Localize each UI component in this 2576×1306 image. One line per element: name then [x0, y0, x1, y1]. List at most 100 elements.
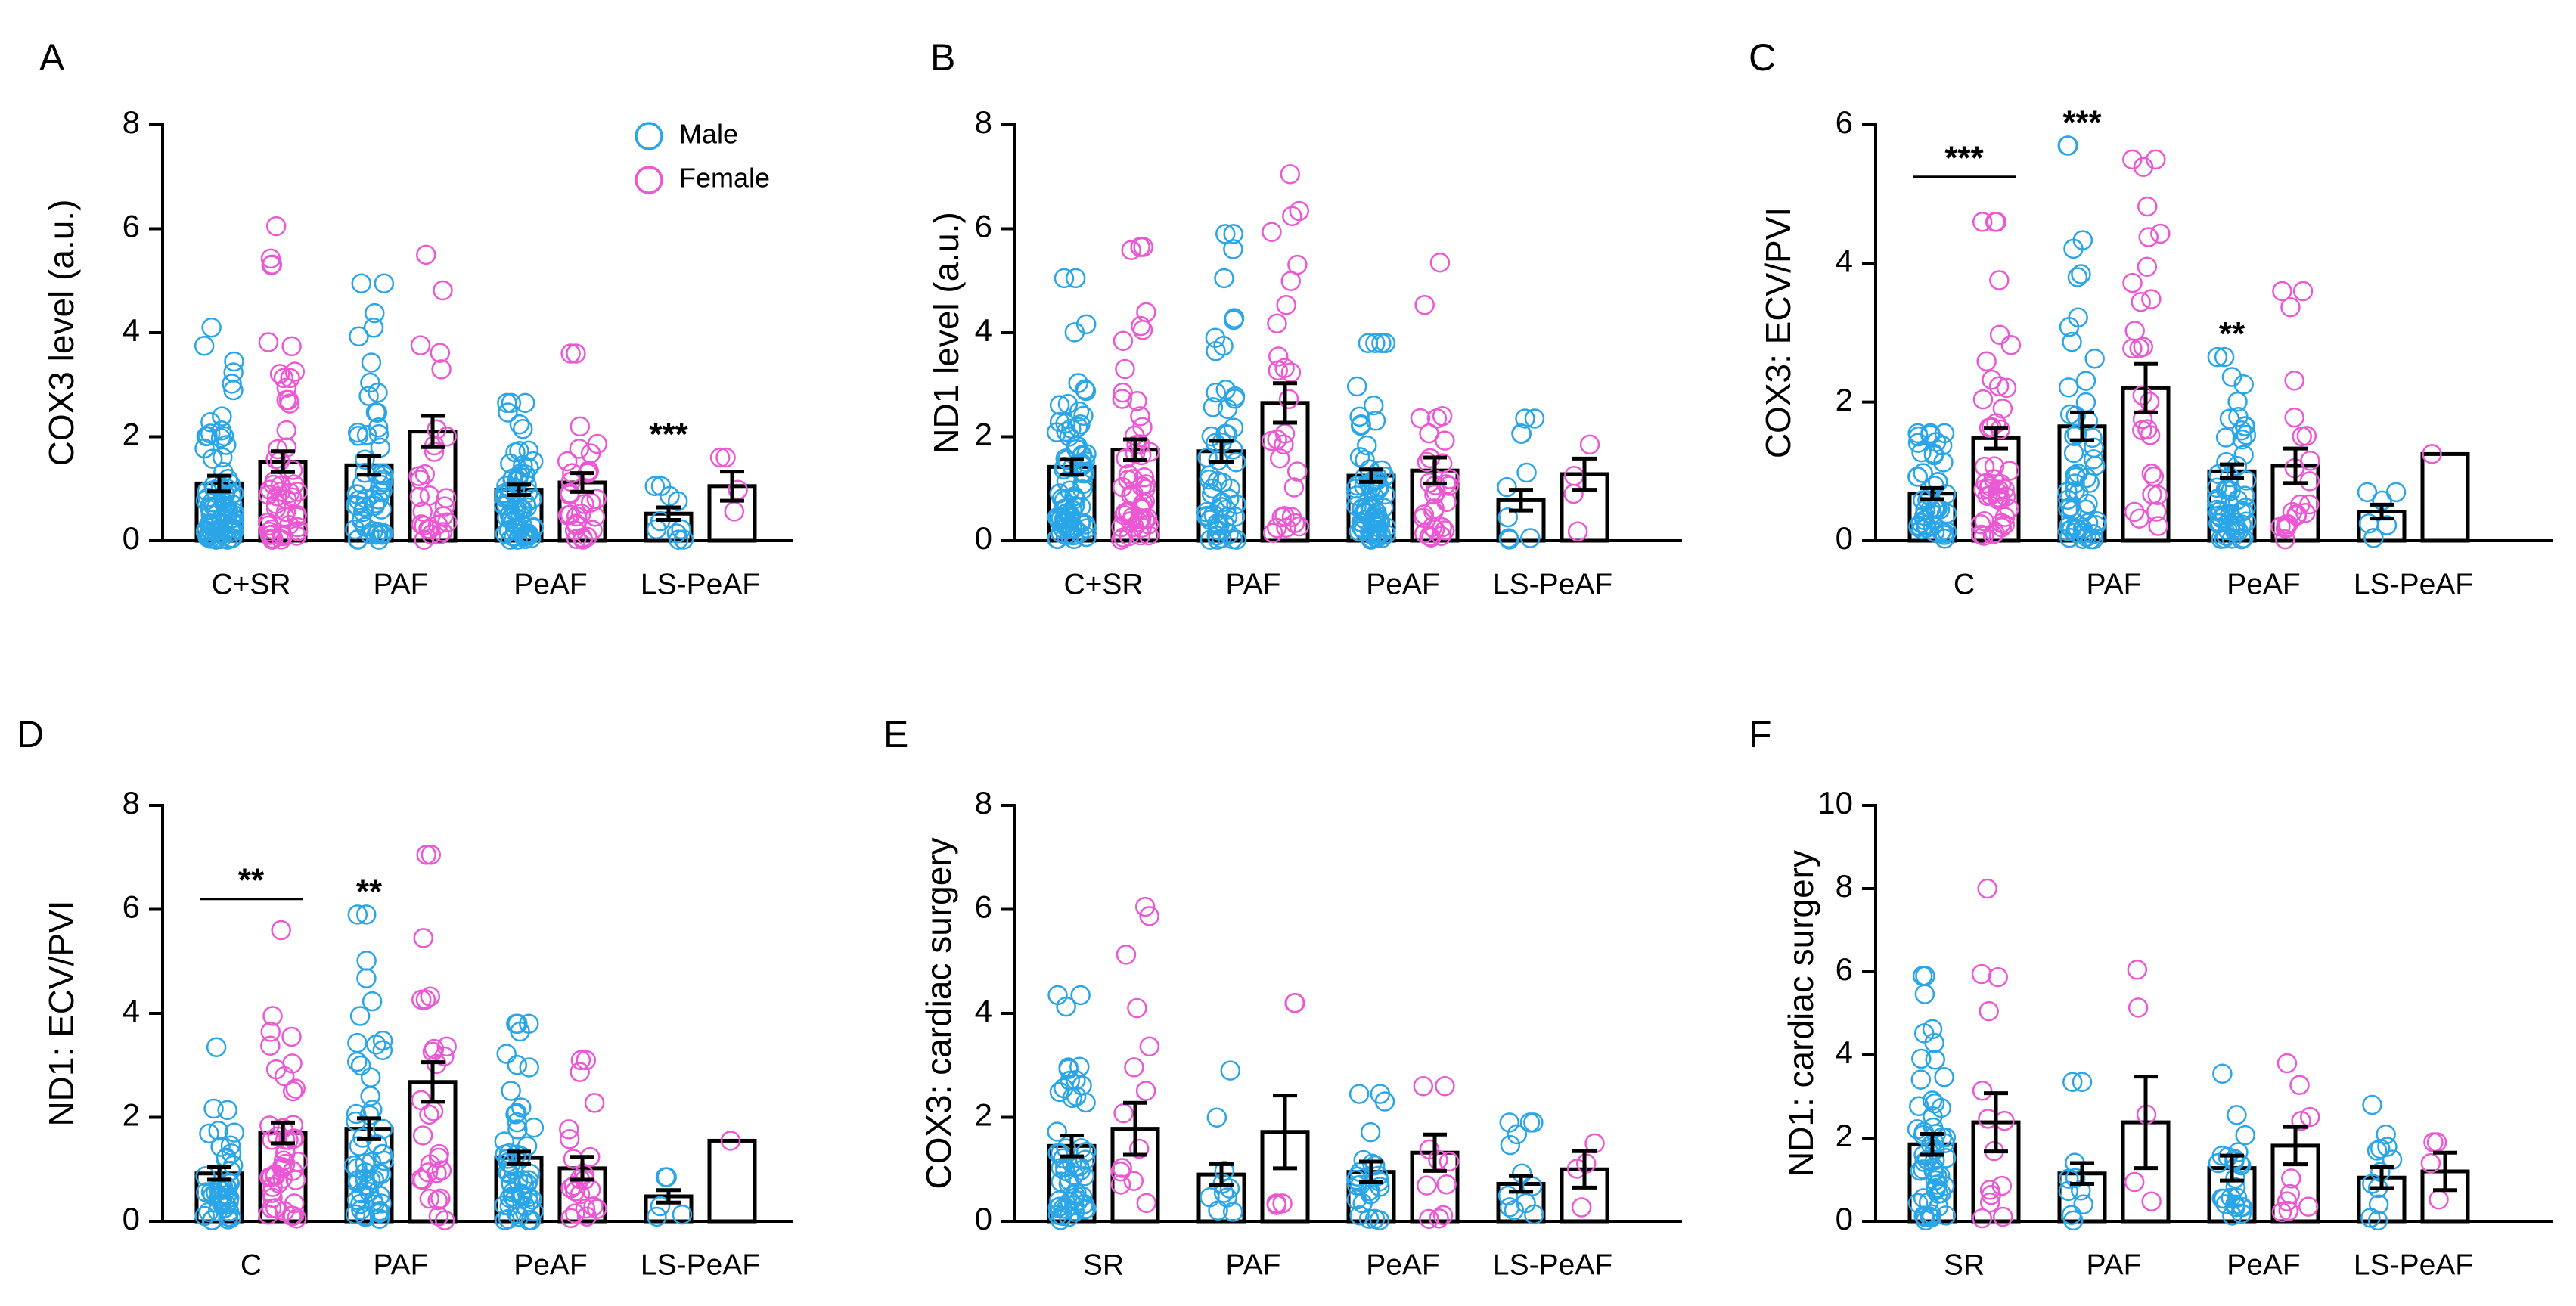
data-point-male: [511, 1097, 532, 1118]
data-point-female: [586, 489, 607, 510]
x-category-label: PAF: [1226, 1249, 1281, 1281]
data-point-female: [566, 506, 587, 527]
data-point-female: [576, 1206, 597, 1227]
y-tick-label: 4: [975, 993, 992, 1028]
data-point-female: [565, 1203, 585, 1224]
data-point-female: [271, 920, 291, 941]
data-point-male: [1222, 529, 1243, 550]
data-point-female: [434, 496, 455, 517]
data-point-female: [1990, 489, 2011, 509]
data-point-male: [349, 326, 369, 347]
data-point-female: [1132, 319, 1153, 340]
data-point-female: [559, 1128, 580, 1149]
data-point-female: [1124, 517, 1144, 538]
y-tick-label: 8: [975, 785, 992, 821]
data-point-male: [361, 352, 382, 373]
data-point-male: [1357, 435, 1377, 456]
data-point-female: [2292, 281, 2314, 302]
data-point-male: [368, 423, 390, 445]
data-point-male: [219, 1201, 240, 1222]
data-point-female: [2300, 450, 2320, 471]
data-point-male: [364, 1194, 385, 1215]
data-point-male: [1376, 523, 1396, 544]
data-point-male: [1363, 395, 1384, 416]
data-point-female: [2277, 514, 2298, 535]
data-point-female: [266, 486, 287, 507]
data-point-female: [1971, 524, 1991, 545]
panel-letter: F: [1749, 713, 1772, 755]
data-point-male: [1497, 507, 1519, 528]
data-point-female: [2299, 494, 2320, 515]
data-point-male: [360, 1067, 381, 1087]
data-point-female: [575, 1199, 596, 1219]
data-point-female: [436, 1036, 457, 1057]
data-point-male: [672, 1204, 693, 1225]
data-point-female: [276, 437, 297, 458]
data-point-female: [287, 1208, 307, 1229]
x-category-label: PeAF: [1366, 568, 1440, 600]
data-point-male: [1057, 393, 1079, 414]
data-point-female: [419, 1188, 440, 1209]
data-point-female: [431, 1160, 452, 1180]
data-point-female: [1283, 477, 1305, 498]
data-point-female: [1439, 1151, 1460, 1172]
data-point-female: [275, 1130, 296, 1150]
data-point-male: [1076, 444, 1097, 464]
data-point-male: [509, 414, 530, 435]
data-point-male: [518, 524, 539, 544]
data-point-female: [279, 393, 300, 414]
data-point-male: [1056, 421, 1076, 442]
data-point-male: [345, 1204, 366, 1225]
data-point-female: [259, 1115, 280, 1136]
data-point-male: [2376, 515, 2398, 535]
data-point-male: [355, 449, 375, 470]
data-point-male: [347, 422, 368, 443]
data-point-male: [363, 317, 384, 338]
data-point-female: [2146, 501, 2167, 522]
data-point-female: [276, 377, 297, 398]
data-point-female: [1282, 206, 1302, 227]
data-point-female: [1432, 517, 1453, 538]
data-point-female: [1266, 1193, 1286, 1214]
data-point-female: [1979, 1192, 2000, 1213]
data-point-female: [1130, 498, 1151, 520]
data-point-male: [1200, 529, 1221, 550]
data-point-male: [1504, 1200, 1525, 1221]
data-point-female: [1127, 390, 1147, 411]
data-point-female: [1999, 461, 2020, 481]
y-axis-label: COX3: cardiac surgery: [919, 837, 958, 1189]
data-point-male: [1223, 309, 1244, 330]
data-point-male: [523, 1117, 545, 1138]
data-point-male: [1935, 484, 1957, 504]
data-point-male: [1220, 1060, 1241, 1081]
y-tick-label: 6: [123, 209, 140, 244]
data-point-male: [1222, 1202, 1243, 1222]
y-tick-label: 8: [123, 785, 140, 821]
data-point-female: [1436, 1174, 1457, 1195]
data-point-female: [1974, 510, 1994, 532]
y-tick-label: 0: [1836, 520, 1853, 556]
data-point-male: [1047, 985, 1068, 1006]
data-point-female: [1992, 399, 2013, 419]
data-point-male: [220, 1135, 241, 1156]
data-point-male: [1369, 476, 1389, 497]
data-point-male: [2216, 526, 2236, 547]
data-point-female: [1280, 362, 1302, 383]
y-axis-label: ND1: ECV/PVI: [42, 900, 81, 1126]
data-point-female: [413, 928, 434, 948]
data-point-female: [2284, 407, 2304, 428]
data-point-female: [1429, 252, 1451, 273]
data-point-female: [1414, 295, 1435, 315]
data-point-female: [427, 1190, 448, 1211]
data-point-female: [276, 389, 296, 411]
data-point-male: [1913, 463, 1933, 483]
data-point-male: [194, 335, 215, 356]
data-point-male: [2208, 505, 2230, 526]
data-point-male: [1201, 426, 1222, 447]
y-axis-label: COX3 level (a.u.): [42, 200, 81, 467]
data-point-female: [1989, 270, 2010, 290]
data-point-male: [201, 1210, 222, 1230]
panel-d: D ND1: ECV/PVI 0 2 4 6 8 C PAF PeAF LS-PeAF ** **: [17, 713, 793, 1281]
data-point-male: [1934, 523, 1955, 544]
data-point-female: [1431, 526, 1451, 547]
